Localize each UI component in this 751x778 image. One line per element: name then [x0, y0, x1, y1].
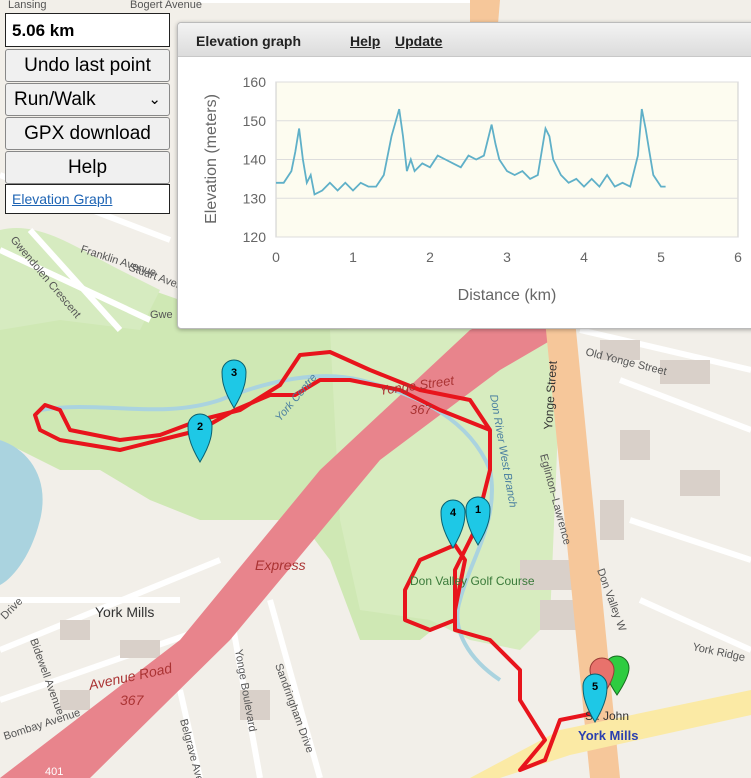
elevation-graph-box: Elevation Graph: [5, 184, 170, 214]
chart-y-tick-label: 130: [243, 190, 267, 206]
chart-x-tick-label: 6: [734, 249, 742, 265]
chart-x-tick-label: 4: [580, 249, 588, 265]
gpx-download-button[interactable]: GPX download: [5, 117, 170, 150]
map-label-yonge-num: 367: [410, 402, 432, 417]
map-label-york-mills-station: York Mills: [578, 728, 638, 743]
elevation-panel-header: Elevation graph Help Update: [178, 23, 751, 57]
route-marker-5[interactable]: 5: [582, 673, 608, 723]
route-marker-label: 3: [231, 367, 237, 379]
chart-x-tick-label: 3: [503, 249, 511, 265]
activity-mode-value: Run/Walk: [14, 89, 96, 110]
help-button[interactable]: Help: [5, 151, 170, 184]
chart-y-tick-label: 140: [243, 152, 267, 168]
map-label-yonge-street: Yonge Street: [541, 360, 560, 430]
chart-y-tick-label: 160: [243, 74, 267, 90]
highway-401: [0, 270, 620, 778]
elevation-chart: 120 130 140 150 160 0 1 2 3 4 5 6 Distance (km) El…: [203, 74, 742, 304]
chart-y-axis-label: Elevation (meters): [203, 94, 220, 224]
route-marker-label: 4: [450, 507, 457, 519]
chart-x-tick-label: 0: [272, 249, 280, 265]
park-area: [330, 320, 560, 650]
map-label-lansing: Lansing: [8, 0, 47, 11]
map-label-gwe: Gwe: [150, 309, 173, 321]
map-label-golf: Don Valley Golf Course: [410, 574, 535, 588]
building-blocks: [60, 340, 720, 720]
route-marker-4[interactable]: 4: [440, 499, 466, 549]
map-label-avenue-road-num: 367: [120, 692, 145, 708]
elevation-panel-title: Elevation graph: [196, 33, 302, 49]
elevation-graph-link[interactable]: Elevation Graph: [12, 191, 113, 207]
chart-x-axis-label: Distance (km): [458, 287, 557, 304]
chart-x-tick-label: 1: [349, 249, 357, 265]
elevation-series-line: [276, 108, 666, 196]
chart-y-tick-label: 120: [243, 229, 267, 245]
undo-last-point-button[interactable]: Undo last point: [5, 49, 170, 82]
activity-mode-select[interactable]: Run/Walk ⌄: [5, 83, 170, 116]
map-label-express: Express: [255, 557, 306, 573]
route-marker-label: 1: [475, 504, 481, 516]
distance-display: 5.06 km: [5, 13, 170, 47]
map-label-york-mills: York Mills: [95, 604, 154, 620]
route-marker-label: 2: [197, 421, 203, 433]
elevation-help-link[interactable]: Help: [350, 33, 381, 49]
york-mills-road: [470, 690, 751, 778]
elevation-update-link[interactable]: Update: [395, 33, 443, 49]
lake: [0, 440, 43, 585]
chart-y-tick-label: 150: [243, 113, 267, 129]
map-label-401: 401: [45, 766, 63, 778]
chart-x-tick-label: 2: [426, 249, 434, 265]
route-marker-2[interactable]: 2: [187, 413, 213, 463]
route-marker-1[interactable]: 1: [465, 496, 491, 546]
chevron-down-icon: ⌄: [148, 91, 161, 108]
chart-x-tick-label: 5: [657, 249, 665, 265]
route-marker-label: 5: [592, 681, 598, 693]
route-marker-3[interactable]: 3: [221, 359, 247, 409]
elevation-panel: Elevation graph Help Update 120 130 140 150…: [177, 22, 751, 329]
map-label-bogert: Bogert Avenue: [130, 0, 202, 11]
